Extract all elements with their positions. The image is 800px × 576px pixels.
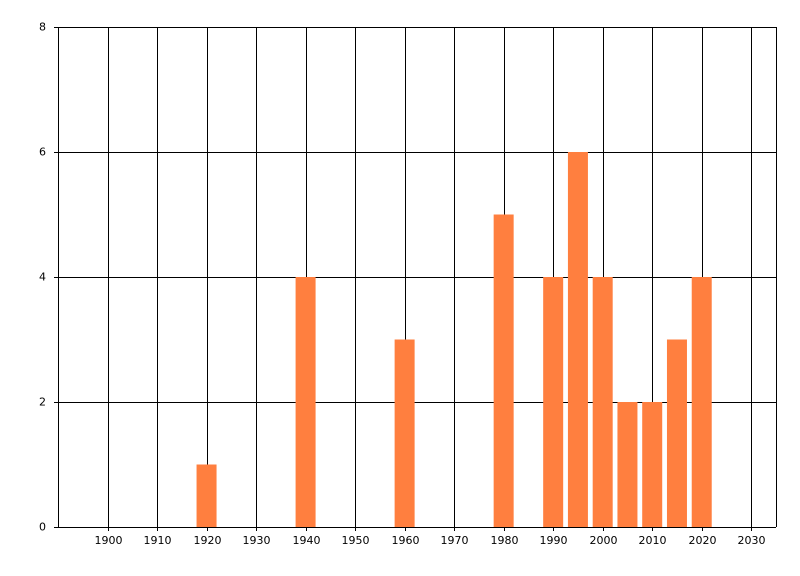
x-tick-label: 1940 [293, 534, 321, 547]
x-tick-label: 1970 [441, 534, 469, 547]
bar [592, 277, 613, 527]
bar [642, 402, 663, 527]
x-tick-label: 1960 [392, 534, 420, 547]
x-tick-label: 1900 [95, 534, 123, 547]
x-tick-label: 1950 [342, 534, 370, 547]
x-tick-label: 1990 [540, 534, 568, 547]
bar [691, 277, 712, 527]
y-tick-label: 2 [39, 396, 46, 409]
y-tick-label: 8 [39, 21, 46, 34]
bar [543, 277, 564, 527]
bar [493, 214, 514, 527]
bar [196, 464, 217, 527]
y-tick-label: 4 [39, 271, 46, 284]
x-tick-label: 1930 [243, 534, 271, 547]
bar [666, 339, 687, 527]
bar [295, 277, 316, 527]
x-tick-label: 1910 [144, 534, 172, 547]
x-tick-label: 1920 [194, 534, 222, 547]
x-tick-label: 2030 [738, 534, 766, 547]
x-tick-label: 2000 [590, 534, 618, 547]
y-tick-label: 0 [39, 521, 46, 534]
y-tick-label: 6 [39, 146, 46, 159]
bar [567, 152, 588, 527]
bar [617, 402, 638, 527]
bar [394, 339, 415, 527]
x-tick-label: 2010 [639, 534, 667, 547]
x-tick-label: 2020 [689, 534, 717, 547]
x-tick-label: 1980 [491, 534, 519, 547]
